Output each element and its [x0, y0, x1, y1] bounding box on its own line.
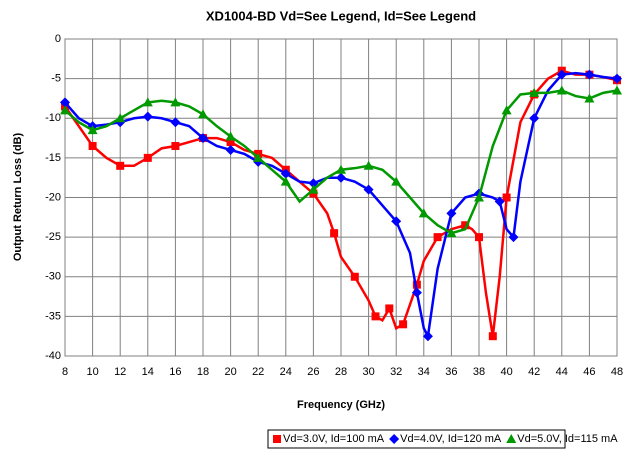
x-tick-label: 40: [500, 366, 512, 378]
legend-box: [267, 429, 566, 449]
marker: [502, 193, 511, 202]
marker: [488, 332, 497, 341]
x-tick-label: 46: [583, 366, 595, 378]
marker: [422, 331, 433, 342]
marker: [371, 312, 380, 321]
marker: [391, 216, 402, 227]
x-tick-label: 12: [114, 366, 126, 378]
marker: [584, 93, 595, 103]
chart-title: XD1004-BD Vd=See Legend, Id=See Legend: [206, 8, 476, 23]
marker: [612, 73, 622, 84]
marker: [142, 97, 153, 107]
marker: [529, 113, 540, 124]
marker: [506, 434, 517, 443]
marker: [474, 192, 484, 202]
series: [60, 85, 622, 238]
marker: [280, 168, 291, 179]
marker: [411, 287, 422, 298]
x-tick-label: 36: [445, 366, 457, 378]
marker: [170, 97, 181, 107]
marker: [225, 131, 236, 141]
y-tick-label: -30: [45, 271, 61, 283]
marker: [330, 229, 339, 238]
y-tick-label: -40: [45, 350, 61, 362]
y-tick-label: -5: [51, 73, 61, 85]
y-tick-label: -25: [45, 231, 61, 243]
marker: [115, 113, 126, 123]
x-tick-label: 24: [280, 366, 292, 378]
marker: [198, 133, 208, 144]
x-tick-label: 26: [307, 366, 319, 378]
legend-label: Vd=3.0V, Id=100 mA: [283, 433, 385, 445]
legend-label: Vd=5.0V, Id=115 mA: [517, 433, 618, 445]
marker: [225, 144, 236, 155]
marker: [60, 97, 70, 108]
y-tick-label: -35: [45, 310, 61, 322]
y-tick-label: -20: [45, 191, 61, 203]
marker: [280, 176, 291, 186]
x-tick-label: 44: [556, 366, 568, 378]
x-tick-label: 34: [418, 366, 430, 378]
marker: [336, 164, 346, 174]
y-tick-label: 0: [55, 33, 61, 45]
x-tick-label: 14: [142, 366, 154, 378]
marker: [418, 208, 429, 218]
marker: [87, 125, 98, 135]
y-tick-label: -15: [45, 152, 61, 164]
marker: [363, 184, 374, 195]
marker: [508, 232, 519, 243]
marker: [170, 117, 181, 128]
x-tick-label: 20: [224, 366, 236, 378]
marker: [412, 280, 421, 289]
marker: [171, 141, 180, 150]
x-tick-label: 32: [390, 366, 402, 378]
x-tick-label: 42: [528, 366, 540, 378]
x-tick-label: 28: [335, 366, 347, 378]
marker: [142, 111, 153, 122]
x-tick-label: 22: [252, 366, 264, 378]
y-axis-label: Output Return Loss (dB): [12, 133, 24, 262]
marker: [584, 69, 595, 80]
marker: [612, 85, 622, 95]
marker: [494, 196, 505, 207]
marker: [308, 178, 319, 189]
x-tick-label: 16: [169, 366, 181, 378]
x-tick-label: 30: [362, 366, 374, 378]
marker: [556, 85, 567, 95]
x-tick-label: 8: [62, 366, 68, 378]
marker: [308, 184, 319, 194]
marker: [143, 153, 152, 162]
marker: [116, 161, 125, 170]
x-tick-label: 48: [611, 366, 623, 378]
marker: [198, 109, 208, 119]
marker: [389, 434, 400, 444]
marker: [529, 87, 540, 97]
y-tick-label: -10: [45, 112, 61, 124]
marker: [88, 141, 97, 150]
marker: [399, 320, 408, 329]
x-tick-label: 38: [473, 366, 485, 378]
marker: [60, 105, 70, 115]
marker: [446, 208, 457, 219]
marker: [273, 435, 281, 443]
marker: [391, 176, 402, 186]
marker: [446, 228, 457, 238]
marker: [253, 152, 264, 162]
marker: [433, 233, 442, 242]
x-axis-label: Frequency (GHz): [297, 399, 385, 411]
marker: [461, 221, 470, 230]
legend-label: Vd=4.0V, Id=120 mA: [400, 433, 502, 445]
marker: [501, 105, 512, 115]
marker: [475, 233, 483, 242]
marker: [385, 304, 394, 313]
marker: [556, 69, 567, 80]
marker: [226, 138, 235, 147]
marker: [350, 272, 359, 281]
series: [60, 69, 622, 342]
x-tick-label: 10: [86, 366, 98, 378]
marker: [336, 172, 346, 183]
x-tick-label: 18: [197, 366, 209, 378]
marker: [363, 160, 374, 170]
